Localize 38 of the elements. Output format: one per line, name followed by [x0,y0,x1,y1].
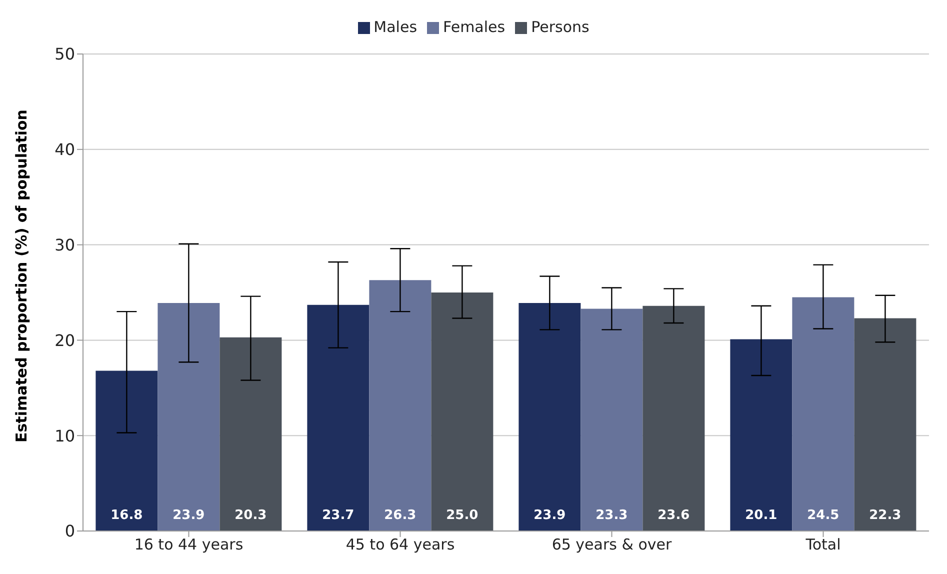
data-label: 24.5 [807,508,840,523]
x-tick-label: 65 years & over [552,536,672,554]
x-tick-label: Total [804,536,841,554]
bar [220,337,282,531]
bar [158,302,220,531]
data-label: 20.3 [234,508,267,523]
y-tick-label: 50 [54,44,75,64]
x-tick-label: 16 to 44 years [134,536,244,554]
y-tick-label: 30 [54,235,75,254]
y-axis-title: Estimated proportion (%) of population [12,110,30,442]
bar [730,339,792,531]
data-label: 26.3 [384,508,416,523]
legend-label: Persons [531,18,590,36]
bar [854,318,916,531]
x-tick-label: 45 to 64 years [346,536,455,554]
data-label: 23.7 [322,508,354,523]
bar [369,280,432,531]
bar [792,297,854,531]
data-label: 20.1 [745,508,778,523]
data-label: 23.6 [658,508,690,523]
data-label: 23.9 [172,508,205,523]
data-label: 23.9 [534,508,566,523]
bar [431,292,494,531]
bar [96,370,158,531]
legend-label: Females [443,18,506,36]
legend-label: Males [374,18,418,36]
bar [642,306,705,531]
data-label: 22.3 [869,508,902,523]
data-label: 16.8 [110,508,143,523]
data-label: 25.0 [446,508,478,523]
y-tick-label: 10 [54,426,75,446]
bar [518,302,581,531]
y-tick-label: 0 [64,522,75,541]
bar [307,304,370,531]
y-tick-label: 40 [54,140,75,160]
bar [580,308,643,531]
y-tick-label: 20 [54,330,75,350]
data-label: 23.3 [596,508,628,523]
